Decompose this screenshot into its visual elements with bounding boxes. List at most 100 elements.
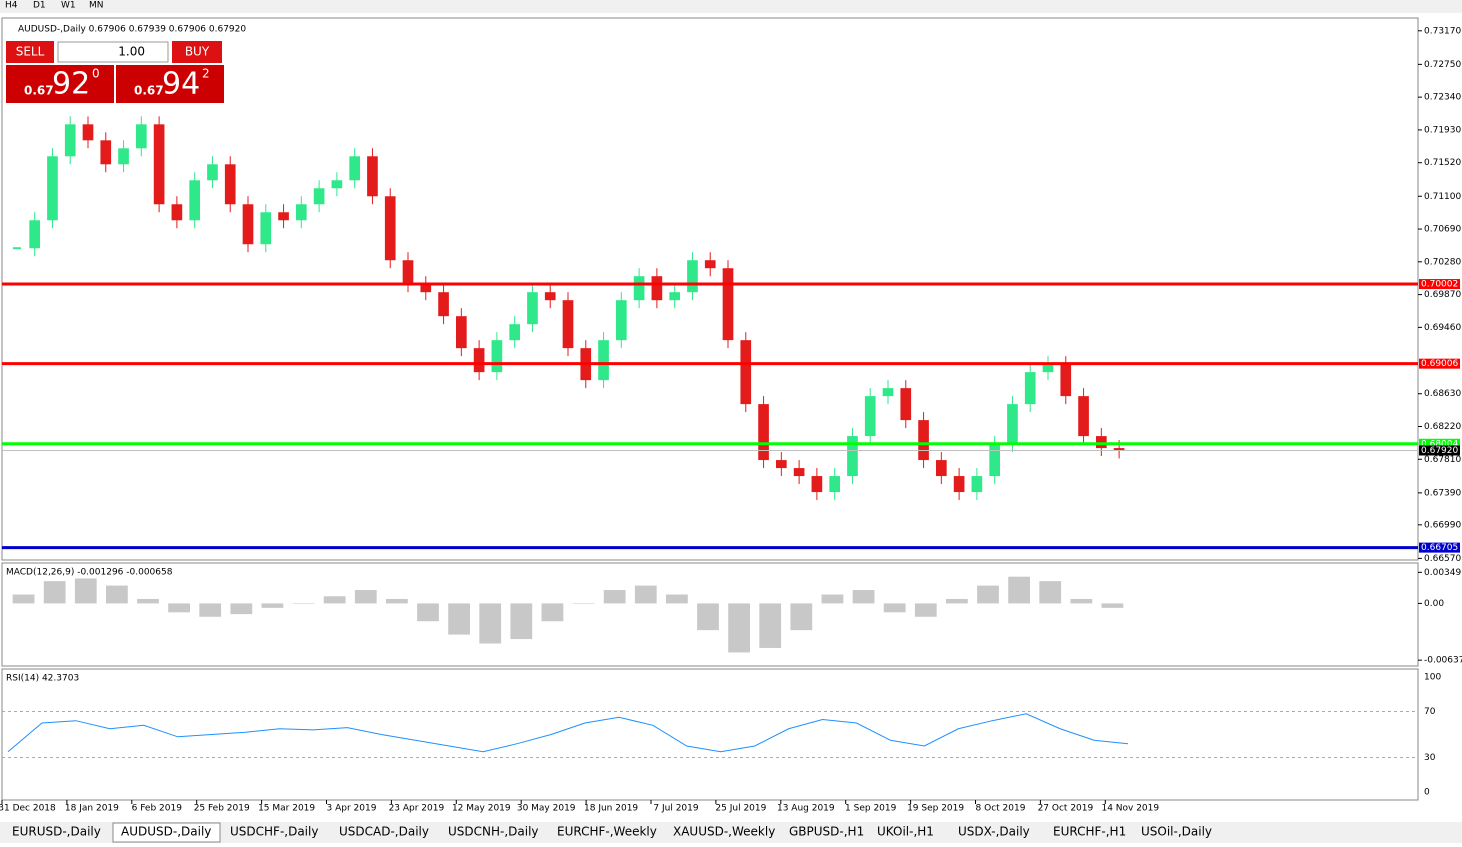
rsi-title: RSI(14) 42.3703 bbox=[6, 674, 79, 684]
buy-label[interactable]: BUY bbox=[185, 45, 210, 59]
candle bbox=[1096, 436, 1107, 449]
macd-title: MACD(12,26,9) -0.001296 -0.000658 bbox=[6, 568, 173, 578]
candle bbox=[136, 124, 147, 149]
candle bbox=[260, 212, 272, 245]
level-label: 0.69006 bbox=[1421, 359, 1458, 369]
candle bbox=[829, 476, 840, 493]
macd-bar bbox=[603, 590, 626, 604]
ask-prefix: 0.67 bbox=[134, 84, 164, 98]
level-label-bg bbox=[1419, 438, 1460, 449]
y-tick-label: 0.70280 bbox=[1424, 257, 1461, 267]
y-tick-label: 0.71930 bbox=[1424, 125, 1461, 135]
macd-bar bbox=[479, 603, 502, 644]
y-tick-label: 0.69460 bbox=[1424, 323, 1461, 333]
bid-sup: 0 bbox=[92, 67, 100, 81]
candle bbox=[491, 340, 503, 373]
macd-bar bbox=[354, 590, 377, 604]
sell-label[interactable]: SELL bbox=[16, 45, 45, 59]
candle bbox=[278, 212, 289, 221]
symbol-tab[interactable]: UKOil-,H1 bbox=[877, 825, 934, 839]
symbol-tab[interactable]: EURUSD-,Daily bbox=[12, 825, 101, 839]
candle bbox=[29, 220, 40, 249]
x-tick-label: 6 Feb 2019 bbox=[132, 804, 183, 814]
symbol-tab[interactable]: USOil-,Daily bbox=[1141, 825, 1212, 839]
x-tick-label: 27 Oct 2019 bbox=[1038, 804, 1094, 814]
symbol-tab[interactable]: USDCHF-,Daily bbox=[230, 825, 318, 839]
y-tick-label: 0.00 bbox=[1424, 599, 1444, 609]
candle bbox=[900, 388, 912, 421]
candle bbox=[189, 180, 200, 221]
x-tick-label: 19 Sep 2019 bbox=[907, 804, 964, 814]
symbol-tab[interactable]: GBPUSD-,H1 bbox=[789, 825, 864, 839]
macd-bar bbox=[323, 596, 346, 604]
macd-bar bbox=[852, 590, 875, 604]
toolbar bbox=[0, 0, 1462, 13]
active-tab-bg bbox=[112, 822, 221, 843]
buy-button[interactable] bbox=[172, 41, 222, 63]
symbol-tab[interactable]: XAUUSD-,Weekly bbox=[673, 825, 775, 839]
y-tick-label: 0.73170 bbox=[1424, 26, 1461, 36]
macd-pane bbox=[1, 562, 1419, 667]
symbol-tab[interactable]: EURCHF-,Weekly bbox=[557, 825, 657, 839]
level-label-bg bbox=[1419, 358, 1460, 369]
macd-bar bbox=[1101, 603, 1124, 608]
candle bbox=[527, 292, 538, 325]
timeframe-button[interactable]: MN bbox=[89, 1, 104, 11]
symbol-tab[interactable]: AUDUSD-,Daily bbox=[121, 825, 211, 839]
candle bbox=[1042, 364, 1054, 373]
sell-button[interactable] bbox=[6, 41, 54, 63]
candle bbox=[1113, 448, 1125, 451]
macd-bar bbox=[666, 594, 688, 604]
candle bbox=[953, 476, 965, 493]
macd-bar bbox=[43, 581, 66, 604]
candle bbox=[989, 444, 1000, 477]
y-tick-label: 0.71520 bbox=[1424, 158, 1461, 168]
symbol-tab[interactable]: USDX-,Daily bbox=[958, 825, 1030, 839]
macd-bar bbox=[1008, 576, 1030, 604]
candle bbox=[1007, 404, 1018, 445]
symbol-tab[interactable]: EURCHF-,H1 bbox=[1053, 825, 1126, 839]
candle bbox=[242, 204, 254, 245]
y-tick-label: 30 bbox=[1424, 753, 1436, 763]
symbol-tab[interactable]: USDCAD-,Daily bbox=[339, 825, 429, 839]
level-label: 0.70002 bbox=[1421, 280, 1458, 290]
rsi-pane bbox=[1, 668, 1419, 801]
macd-bar bbox=[168, 603, 190, 613]
candle bbox=[64, 124, 76, 157]
macd-bar bbox=[417, 603, 439, 622]
candle bbox=[793, 468, 805, 477]
timeframe-button[interactable]: W1 bbox=[61, 1, 76, 11]
bid-big: 92 bbox=[52, 67, 90, 102]
lot-value[interactable]: 1.00 bbox=[118, 45, 145, 59]
timeframe-button[interactable]: D1 bbox=[33, 1, 46, 11]
y-tick-label: 0.66570 bbox=[1424, 554, 1461, 564]
x-tick-label: 1 Sep 2019 bbox=[845, 804, 897, 814]
candle bbox=[153, 124, 165, 205]
y-tick-label: -0.00637 bbox=[1424, 656, 1462, 666]
ask-box[interactable] bbox=[116, 65, 224, 103]
candle bbox=[82, 124, 94, 141]
candle bbox=[847, 436, 858, 477]
level-label-bg bbox=[1419, 445, 1460, 456]
candle bbox=[47, 156, 58, 221]
candle bbox=[616, 300, 627, 341]
macd-bar bbox=[914, 603, 937, 617]
x-tick-label: 13 Aug 2019 bbox=[777, 804, 835, 814]
macd-bar bbox=[199, 603, 222, 617]
x-tick-label: 18 Jun 2019 bbox=[584, 804, 638, 814]
candle bbox=[171, 204, 183, 221]
timeframe-button[interactable]: H4 bbox=[5, 1, 18, 11]
y-tick-label: 0.67810 bbox=[1424, 455, 1461, 465]
bid-box[interactable] bbox=[6, 65, 114, 103]
symbol-tab[interactable]: USDCNH-,Daily bbox=[448, 825, 539, 839]
candle bbox=[438, 292, 449, 317]
candle bbox=[1024, 372, 1036, 405]
macd-bar bbox=[697, 603, 719, 631]
candle bbox=[704, 260, 716, 269]
candle bbox=[384, 196, 396, 261]
x-tick-label: 3 Apr 2019 bbox=[327, 804, 377, 814]
candle bbox=[331, 180, 343, 189]
lot-input[interactable] bbox=[57, 41, 169, 63]
